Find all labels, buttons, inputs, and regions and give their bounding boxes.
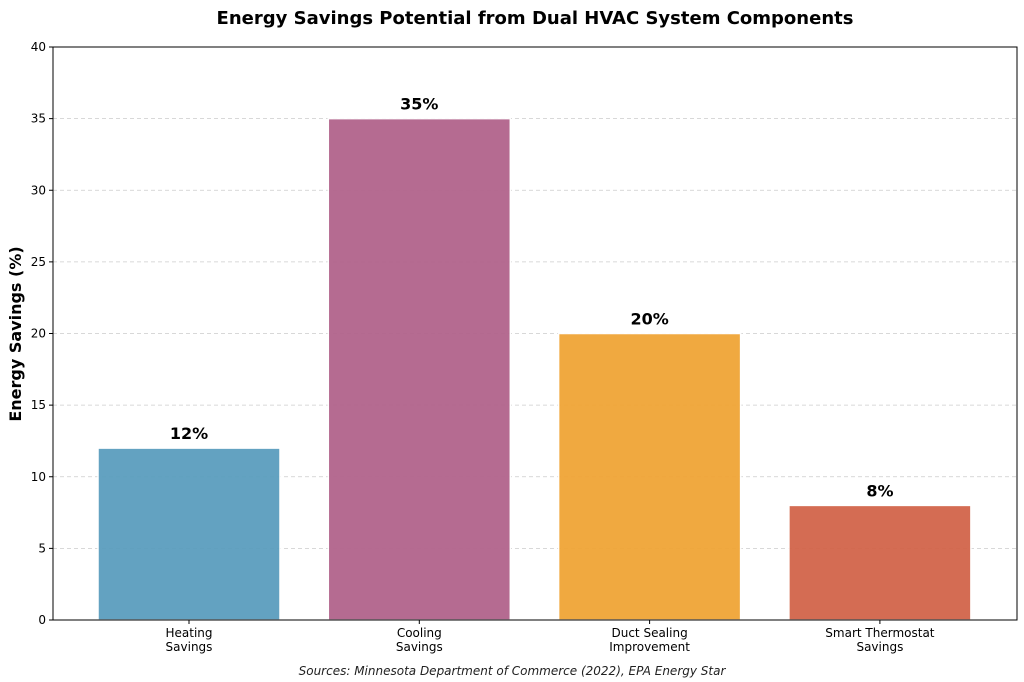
y-tick-label: 35	[31, 112, 46, 126]
plot-frame	[52, 46, 1018, 621]
y-tick-label: 15	[31, 398, 46, 412]
y-tick-label: 0	[38, 613, 46, 627]
source-note: Sources: Minnesota Department of Commerc…	[299, 664, 727, 678]
x-tick-label: Cooling Savings	[396, 626, 443, 654]
y-tick-label: 40	[31, 40, 46, 54]
data-label: 20%	[630, 310, 668, 329]
data-label: 35%	[400, 95, 438, 114]
chart-title: Energy Savings Potential from Dual HVAC …	[217, 8, 854, 29]
bar	[788, 504, 972, 621]
bar	[327, 117, 512, 621]
x-tick-label: Duct Sealing Improvement	[609, 626, 690, 654]
y-tick-label: 20	[31, 327, 46, 341]
y-tick-label: 10	[31, 470, 46, 484]
y-tick-label: 25	[31, 255, 46, 269]
x-tick-label: Smart Thermostat Savings	[825, 626, 934, 654]
bar	[97, 447, 281, 621]
data-label: 12%	[170, 424, 208, 443]
y-tick-label: 5	[38, 541, 46, 555]
x-tick-label: Heating Savings	[165, 626, 212, 654]
y-tick-label: 30	[31, 183, 46, 197]
data-label: 8%	[866, 481, 893, 500]
bar	[557, 332, 742, 621]
y-axis-label: Energy Savings (%)	[6, 246, 25, 421]
